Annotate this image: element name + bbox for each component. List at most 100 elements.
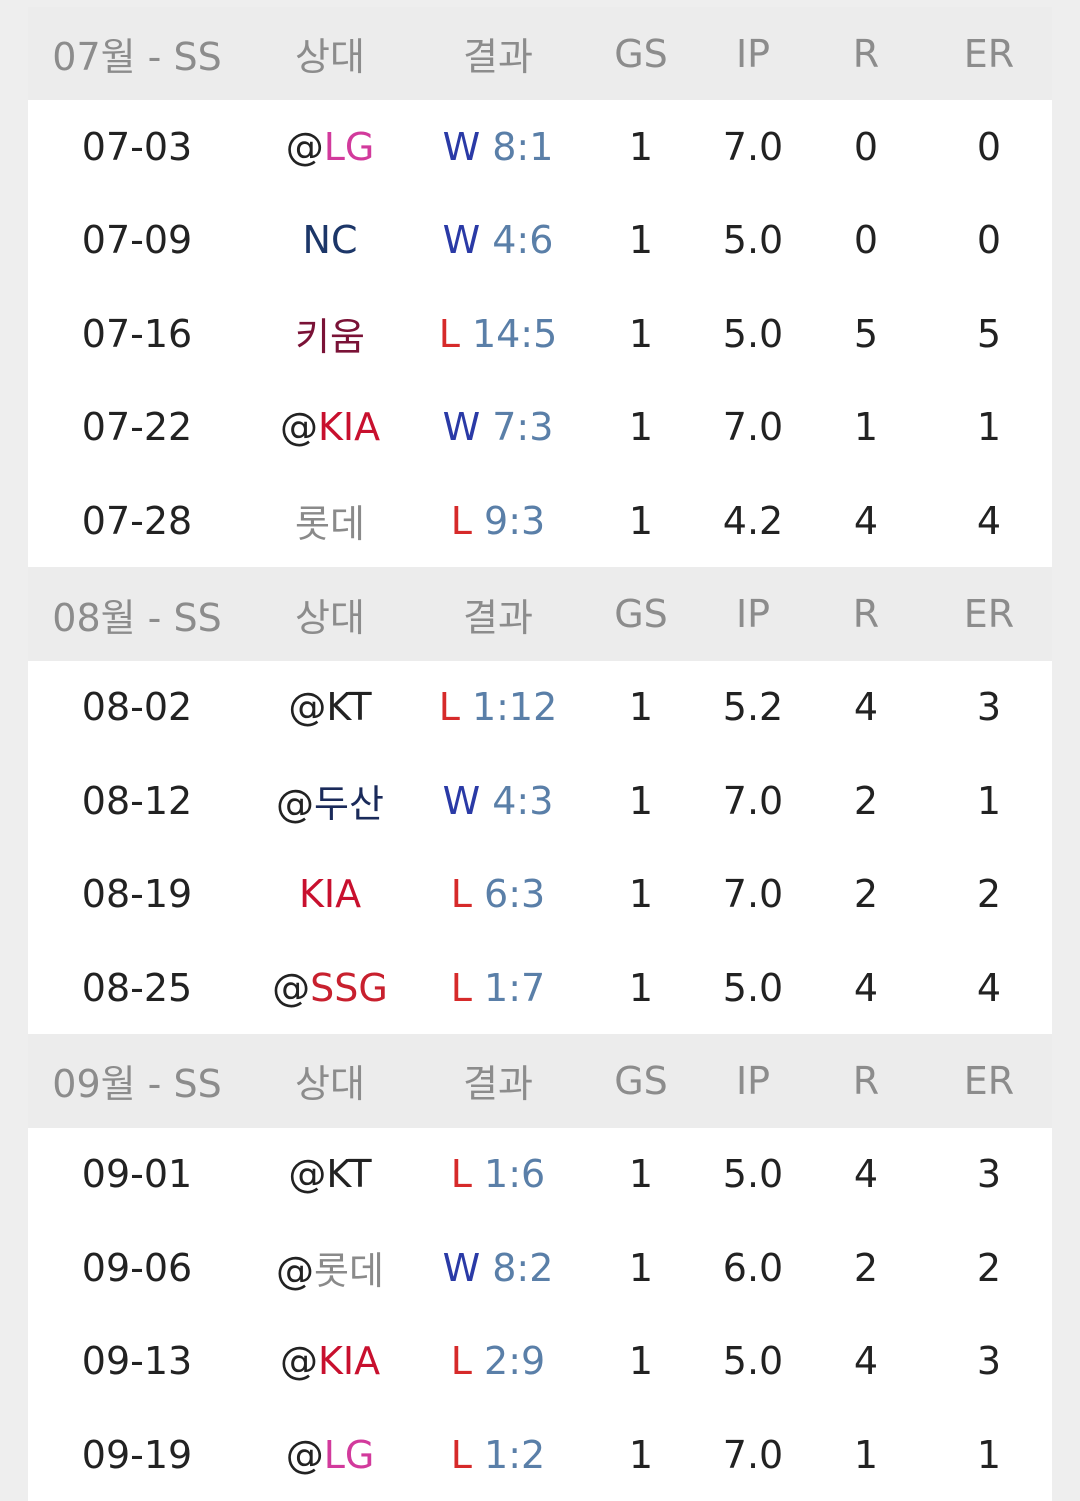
outcome: L: [450, 965, 472, 1010]
game-row: 08-12 @두산 W 4:3 1 7.0 2 1: [28, 754, 1052, 848]
header-cell: 07월 - SS: [52, 35, 222, 80]
game-row: 08-02 @KT L 1:12 1 5.2 4 3: [28, 660, 1052, 755]
date-cell: 08-02: [81, 685, 193, 730]
gs-cell: 1: [628, 872, 654, 917]
result-cell: L 1:6: [414, 1152, 582, 1196]
score: 1:7: [484, 965, 546, 1010]
header-cell: R: [852, 31, 880, 76]
opponent-cell: 키움: [246, 306, 414, 361]
er-cell: 3: [976, 1152, 1002, 1197]
opponent-cell: @KT: [246, 1152, 414, 1196]
team-name: KT: [326, 685, 372, 730]
r-cell: 4: [853, 685, 879, 730]
er-cell: 2: [976, 872, 1002, 917]
game-row: 09-06 @롯데 W 8:2 1 6.0 2 2: [28, 1221, 1052, 1315]
opponent-cell: NC: [246, 218, 414, 262]
gs-cell: 1: [628, 778, 654, 823]
opponent-cell: @두산: [246, 773, 414, 828]
score: 7:3: [492, 405, 554, 450]
r-cell: 2: [853, 872, 879, 917]
gs-cell: 1: [628, 685, 654, 730]
score: 9:3: [484, 498, 546, 543]
away-mark: @: [285, 125, 324, 170]
header-cell: R: [852, 592, 880, 637]
gs-cell: 1: [628, 1152, 654, 1197]
game-row: 07-16 키움 L 14:5 1 5.0 5 5: [28, 287, 1052, 381]
er-cell: 4: [976, 965, 1002, 1010]
gs-cell: 1: [628, 218, 654, 263]
outcome: L: [438, 685, 460, 730]
team-name: KIA: [298, 872, 362, 917]
team-name: KIA: [317, 405, 381, 450]
game-row: 07-28 롯데 L 9:3 1 4.2 4 4: [28, 473, 1052, 568]
date-cell: 09-19: [81, 1432, 193, 1477]
header-cell: GS: [614, 1058, 668, 1103]
result-cell: L 9:3: [414, 499, 582, 543]
score: 8:1: [492, 125, 554, 170]
game-row: 08-19 KIA L 6:3 1 7.0 2 2: [28, 847, 1052, 941]
date-cell: 07-28: [81, 498, 193, 543]
header-cell: 결과: [463, 595, 533, 640]
result-cell: L 1:2: [414, 1433, 582, 1477]
score: 6:3: [484, 872, 546, 917]
date-cell: 08-12: [81, 778, 193, 823]
opponent-cell: KIA: [246, 872, 414, 916]
score: 2:9: [484, 1339, 546, 1384]
header-cell: 결과: [463, 35, 533, 80]
away-mark: @: [276, 782, 315, 827]
gs-cell: 1: [628, 1432, 654, 1477]
outcome: L: [438, 311, 460, 356]
er-cell: 2: [976, 1245, 1002, 1290]
game-row: 09-01 @KT L 1:6 1 5.0 4 3: [28, 1127, 1052, 1222]
score: 1:6: [484, 1152, 546, 1197]
header-cell: 상대: [295, 595, 365, 640]
away-mark: @: [276, 1249, 315, 1294]
r-cell: 4: [853, 1152, 879, 1197]
result-cell: L 2:9: [414, 1339, 582, 1383]
game-row: 07-22 @KIA W 7:3 1 7.0 1 1: [28, 380, 1052, 474]
score: 4:6: [492, 218, 554, 263]
ip-cell: 6.0: [722, 1245, 784, 1290]
date-cell: 07-03: [81, 125, 193, 170]
ip-cell: 7.0: [722, 872, 784, 917]
date-cell: 08-19: [81, 872, 193, 917]
away-mark: @: [279, 405, 318, 450]
score: 14:5: [471, 311, 558, 356]
header-cell: IP: [735, 1058, 771, 1103]
header-cell: 상대: [295, 35, 365, 80]
outcome: L: [450, 498, 472, 543]
gs-cell: 1: [628, 1245, 654, 1290]
opponent-cell: @KIA: [246, 405, 414, 449]
header-cell: IP: [735, 592, 771, 637]
outcome: W: [442, 218, 481, 263]
date-cell: 07-16: [81, 311, 193, 356]
r-cell: 0: [853, 218, 879, 263]
opponent-cell: @LG: [246, 125, 414, 169]
date-cell: 07-22: [81, 405, 193, 450]
date-cell: 09-06: [81, 1245, 193, 1290]
result-cell: L 1:12: [414, 685, 582, 729]
ip-cell: 4.2: [722, 498, 784, 543]
header-row: 08월 - SS 상대 결과 GS IP R ER: [28, 567, 1052, 661]
outcome: L: [450, 1152, 472, 1197]
gs-cell: 1: [628, 405, 654, 450]
r-cell: 2: [853, 1245, 879, 1290]
header-cell: 상대: [295, 1062, 365, 1107]
date-cell: 07-09: [81, 218, 193, 263]
header-cell: ER: [963, 1058, 1015, 1103]
header-row: 09월 - SS 상대 결과 GS IP R ER: [28, 1034, 1052, 1128]
er-cell: 1: [976, 1432, 1002, 1477]
result-cell: W 4:6: [414, 218, 582, 262]
team-name: 키움: [295, 315, 365, 360]
team-name: KIA: [317, 1339, 381, 1384]
result-cell: L 14:5: [414, 312, 582, 356]
ip-cell: 5.0: [722, 218, 784, 263]
score: 1:2: [484, 1432, 546, 1477]
er-cell: 3: [976, 1339, 1002, 1384]
er-cell: 4: [976, 498, 1002, 543]
r-cell: 4: [853, 965, 879, 1010]
outcome: W: [442, 1245, 481, 1290]
away-mark: @: [288, 1152, 327, 1197]
team-name: LG: [323, 125, 375, 170]
header-cell: GS: [614, 31, 668, 76]
